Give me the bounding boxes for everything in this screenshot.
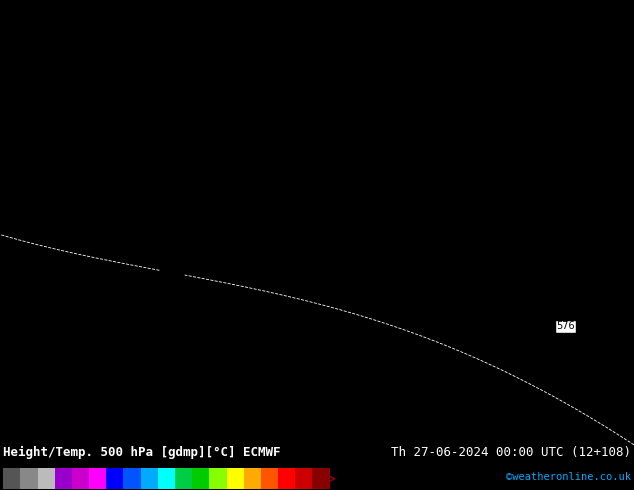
Bar — [175, 468, 192, 489]
Bar — [141, 468, 158, 489]
Bar — [313, 468, 330, 489]
Bar — [72, 468, 89, 489]
Bar — [158, 468, 175, 489]
Bar — [55, 468, 72, 489]
Bar — [261, 468, 278, 489]
Bar — [107, 468, 124, 489]
Bar — [209, 468, 226, 489]
Text: 576: 576 — [556, 321, 575, 331]
Bar — [295, 468, 313, 489]
Bar — [278, 468, 295, 489]
Bar — [124, 468, 141, 489]
Bar — [20, 468, 37, 489]
Bar — [192, 468, 209, 489]
Text: ©weatheronline.co.uk: ©weatheronline.co.uk — [506, 472, 631, 482]
Bar — [243, 468, 261, 489]
Text: -11: -11 — [164, 266, 181, 279]
Text: Height/Temp. 500 hPa [gdmp][°C] ECMWF: Height/Temp. 500 hPa [gdmp][°C] ECMWF — [3, 446, 281, 459]
Bar — [3, 468, 20, 489]
Bar — [37, 468, 55, 489]
Text: Th 27-06-2024 00:00 UTC (12+108): Th 27-06-2024 00:00 UTC (12+108) — [391, 446, 631, 459]
Bar — [89, 468, 107, 489]
Bar — [226, 468, 243, 489]
